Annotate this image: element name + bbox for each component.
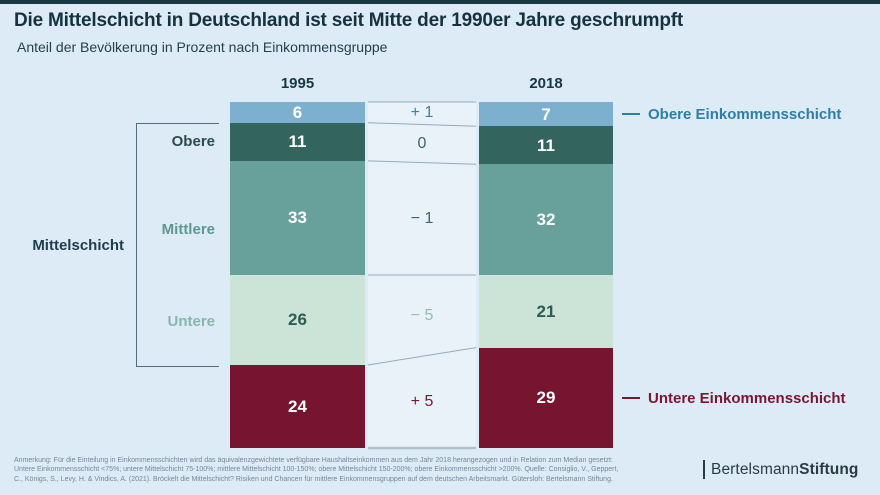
mittelschicht-bracket xyxy=(136,123,219,367)
source-footnote: Anmerkung: Für die Einteilung in Einkomm… xyxy=(14,456,664,484)
change-label-mittlere-mittelschicht: − 1 xyxy=(410,209,434,227)
segment-value-label: 11 xyxy=(537,135,555,155)
legend-obere-einkommensschicht: Obere Einkommensschicht xyxy=(622,104,841,124)
connector-lines xyxy=(367,101,477,450)
bar-segment-mittlere-mittelschicht-2018: 32 xyxy=(479,164,613,275)
footnote-line-2: Untere Einkommensschicht <75%; untere Mi… xyxy=(14,466,619,474)
legend-dash-icon xyxy=(622,113,640,115)
bar-segment-untere-mittelschicht-1995: 26 xyxy=(230,274,365,365)
group-label-obere: Obere xyxy=(171,133,215,150)
footnote-line-1: Anmerkung: Für die Einteilung in Einkomm… xyxy=(14,457,613,464)
segment-value-label: 32 xyxy=(536,210,556,230)
footnote-line-3: C., Königs, S., Levy, H. & Vindics, A. (… xyxy=(14,475,613,483)
bar-segment-obere-mittelschicht-2018: 11 xyxy=(479,126,613,165)
logo-text: BertelsmannStiftung xyxy=(711,460,859,478)
segment-value-label: 21 xyxy=(536,301,556,321)
logo-bar-icon xyxy=(703,460,705,479)
legend-dash-icon xyxy=(622,397,640,399)
page-subtitle: Anteil der Bevölkerung in Prozent nach E… xyxy=(17,39,388,55)
bar-segment-obere-mittelschicht-1995: 11 xyxy=(230,122,365,161)
change-label-untere-einkommensschicht: + 5 xyxy=(410,393,434,411)
segment-value-label: 24 xyxy=(288,396,307,416)
connector-line xyxy=(367,122,477,127)
segment-value-label: 6 xyxy=(292,102,303,122)
bar-segment-untere-einkommensschicht-2018: 29 xyxy=(479,347,613,448)
segment-value-label: 33 xyxy=(288,208,307,228)
page-title: Die Mittelschicht in Deutschland ist sei… xyxy=(14,10,683,31)
legend-label: Obere Einkommensschicht xyxy=(648,105,842,123)
bar-segment-mittlere-mittelschicht-1995: 33 xyxy=(230,160,365,275)
legend-untere-einkommensschicht: Untere Einkommensschicht xyxy=(622,388,846,408)
bar-segment-obere-einkommensschicht-1995: 6 xyxy=(230,102,365,123)
group-label-mittlere: Mittlere xyxy=(161,221,215,238)
segment-value-label: 7 xyxy=(541,104,551,124)
change-label-obere-mittelschicht: 0 xyxy=(417,134,427,152)
change-label-obere-einkommensschicht: + 1 xyxy=(410,104,434,122)
segment-value-label: 29 xyxy=(536,388,556,408)
bar-segment-untere-einkommensschicht-1995: 24 xyxy=(230,364,365,448)
change-label-untere-mittelschicht: − 5 xyxy=(410,306,434,324)
segment-value-label: 26 xyxy=(288,310,307,330)
bar-1995: 6 11 33 26 24 xyxy=(230,102,365,448)
change-column: + 1 0 − 1 − 5 + 5 xyxy=(367,101,477,450)
group-label-untere: Untere xyxy=(167,313,215,330)
bar-segment-untere-mittelschicht-2018: 21 xyxy=(479,274,613,348)
legend-label: Untere Einkommensschicht xyxy=(648,389,846,407)
top-accent-bar xyxy=(0,0,880,4)
connector-line xyxy=(367,347,477,366)
bertelsmann-stiftung-logo: BertelsmannStiftung xyxy=(703,460,858,479)
mittelschicht-bracket-label: Mittelschicht xyxy=(32,237,124,254)
connector-line xyxy=(367,160,477,165)
segment-value-label: 11 xyxy=(288,132,307,152)
column-header-2018: 2018 xyxy=(529,75,563,92)
bar-2018: 7 11 32 21 29 xyxy=(479,102,613,448)
column-header-1995: 1995 xyxy=(280,75,315,92)
bar-segment-obere-einkommensschicht-2018: 7 xyxy=(479,102,613,127)
